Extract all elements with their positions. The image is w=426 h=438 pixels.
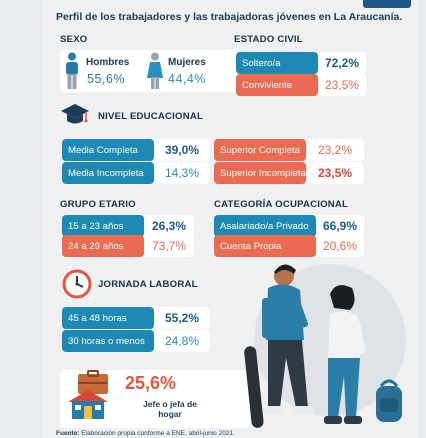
nivel-educacional-value-0: 39,0% [154,139,210,161]
categoria-ocupacional-value-0: 66,9% [316,215,364,237]
jefe-hogar-value: 25,6% [125,373,177,393]
infographic-page: Perfil de los trabajadores y las trabaja… [42,0,419,438]
categoria-ocupacional-label-1: Cuenta Propia [214,235,316,257]
page-title: Perfil de los trabajadores y las trabaja… [56,11,403,23]
hombres-label: Hombres [86,57,130,68]
male-icon [66,52,78,89]
clock-icon [62,269,92,299]
section-title-estado-civil: ESTADO CIVIL [234,34,303,45]
house-briefcase-icon [68,370,108,419]
categoria-ocupacional-value-1: 20,6% [316,235,364,257]
jornada-laboral-label-0: 45 a 48 horas [62,307,154,329]
section-title-grupo-etario: GRUPO ETARIO [60,199,136,210]
mujeres-label: Mujeres [168,57,206,68]
grupo-etario-value-1: 73,7% [144,235,194,257]
jornada-laboral-value-1: 24,8% [154,330,210,352]
estado-civil-label-0: Soltero/a [236,52,318,74]
nivel-educacional-value-2: 23,2% [306,139,364,161]
young-people-illustration [244,264,406,428]
mujeres-value: 44,4% [168,72,206,86]
grupo-etario-label-0: 15 a 23 años [62,215,144,237]
section-title-sexo: SEXO [60,34,88,45]
footer-source-label: Fuente: [56,430,80,437]
grupo-etario-value-0: 26,3% [144,215,194,237]
nivel-educacional-label-0: Media Completa [62,139,154,161]
jornada-laboral-label-1: 30 horas o menos [62,330,154,352]
nivel-educacional-value-1: 14,3% [154,162,210,184]
nivel-educacional-label-3: Superior Incompleta [214,162,306,184]
grupo-etario-label-1: 24 a 29 años [62,235,144,257]
jornada-laboral-value-0: 55,2% [154,307,210,329]
section-title-jornada-laboral: JORNADA LABORAL [98,279,198,290]
logo [363,0,411,8]
hombres-value: 55,6% [87,72,125,86]
nivel-educacional-label-2: Superior Completa [214,139,306,161]
estado-civil-value-0: 72,2% [318,52,366,74]
graduation-cap-icon [61,104,89,124]
female-icon [147,52,163,89]
jefe-hogar-label: Jefe o jefa de hogar [143,399,197,419]
categoria-ocupacional-label-0: Asalariado/a Privado [214,215,316,237]
section-title-categoria-ocupacional: CATEGORÍA OCUPACIONAL [214,199,349,210]
nivel-educacional-value-3: 23,5% [306,162,364,184]
section-title-nivel-educacional: NIVEL EDUCACIONAL [98,111,204,122]
nivel-educacional-label-1: Media Incompleta [62,162,154,184]
footer-source-text: Elaboración propia conforme a ENE, abril… [81,430,235,437]
footer-source: Fuente: Elaboración propia conforme a EN… [56,430,235,437]
estado-civil-value-1: 23,5% [318,74,366,96]
estado-civil-label-1: Conviviente [236,74,318,96]
